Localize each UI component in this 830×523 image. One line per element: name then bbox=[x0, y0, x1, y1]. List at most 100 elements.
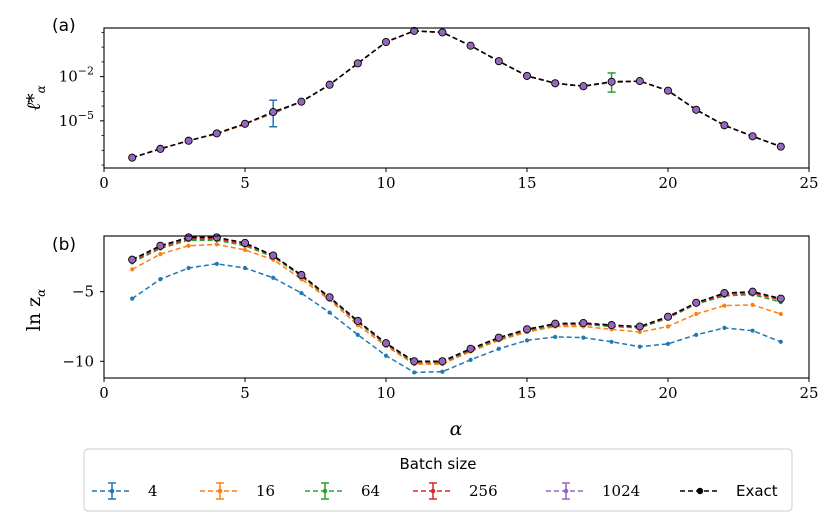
panel-b-xtick-label: 10 bbox=[376, 384, 395, 402]
legend-label: 64 bbox=[361, 482, 380, 500]
panel-a-ylabel-symbol: ℓ̄* bbox=[23, 93, 45, 111]
panel-b-point-exact bbox=[269, 251, 278, 260]
legend-label: 1024 bbox=[602, 482, 640, 500]
legend-frame bbox=[83, 448, 793, 512]
panel-b-point-exact bbox=[128, 255, 137, 264]
panel-b-plot: 0 5 10 15 20 25 −5 −10 bbox=[62, 233, 819, 402]
panel-b-point-16 bbox=[130, 267, 135, 272]
panel-a-point-exact bbox=[381, 37, 391, 47]
legend-label: 4 bbox=[148, 482, 158, 500]
panel-b-point-exact bbox=[410, 357, 419, 366]
panel-b-point-4 bbox=[637, 344, 642, 349]
panel-b-point-4 bbox=[468, 357, 473, 363]
panel-b-point-4 bbox=[496, 346, 501, 351]
panel-a-point-exact bbox=[325, 80, 334, 89]
panel-a-point-exact bbox=[663, 86, 673, 95]
panel-b-point-exact bbox=[692, 298, 701, 307]
panel-b-point-exact bbox=[776, 294, 785, 303]
panel-b-point-16 bbox=[637, 329, 642, 335]
panel-b-series-256 bbox=[131, 238, 781, 363]
panel-b-point-4 bbox=[158, 277, 163, 282]
panel-b-label: (b) bbox=[52, 235, 76, 255]
panel-b-point-4 bbox=[186, 265, 191, 271]
panel-b-series-4 bbox=[131, 263, 782, 374]
panel-a-point-exact bbox=[635, 77, 644, 86]
panel-a-point-exact bbox=[522, 71, 532, 80]
panel-b-point-16 bbox=[214, 242, 219, 247]
panel-a-point-exact bbox=[156, 144, 165, 153]
panel-a-xtick-label: 15 bbox=[517, 174, 536, 192]
panel-b-point-exact bbox=[607, 321, 616, 330]
panel-b-frame bbox=[103, 235, 810, 379]
panel-b-point-exact bbox=[663, 312, 673, 321]
panel-a-point-exact bbox=[184, 136, 193, 145]
legend-marker bbox=[696, 487, 704, 495]
panel-b-point-exact bbox=[579, 318, 588, 328]
legend-entry-16: 16 bbox=[200, 482, 275, 500]
panel-a-xtick-label: 0 bbox=[99, 174, 109, 192]
panel-b-point-exact bbox=[720, 289, 729, 298]
panel-a-series-256 bbox=[131, 30, 782, 159]
panel-b-xlabel: α bbox=[450, 418, 463, 440]
panel-b-point-exact bbox=[466, 344, 475, 353]
panel-a-series-exact bbox=[131, 30, 782, 159]
panel-b-point-exact bbox=[551, 319, 560, 328]
panel-b-point-4 bbox=[214, 261, 219, 266]
panel-b-ytick-label: −10 bbox=[62, 352, 94, 370]
panel-b-point-4 bbox=[694, 332, 699, 337]
panel-a-plot: 0 5 10 15 20 25 10−2 10−5 bbox=[59, 26, 819, 192]
panel-a-xtick-label: 10 bbox=[376, 174, 395, 192]
panel-a-point-exact bbox=[494, 57, 503, 66]
panel-a-point-exact bbox=[438, 28, 447, 37]
panel-b-point-4 bbox=[778, 339, 783, 344]
panel-a-label: (a) bbox=[52, 16, 76, 36]
panel-b-ylabel-symbol: ln z bbox=[23, 297, 45, 331]
panel-a-frame bbox=[103, 27, 810, 169]
panel-b-xtick-label: 0 bbox=[99, 384, 109, 402]
panel-b-point-16 bbox=[242, 247, 248, 253]
panel-a-point-exact bbox=[776, 142, 785, 151]
legend-label: 16 bbox=[256, 482, 275, 500]
panel-b-point-16 bbox=[158, 251, 163, 257]
legend-entry-exact: Exact bbox=[680, 482, 778, 500]
panel-b-point-4 bbox=[327, 310, 332, 315]
panel-a-series-64 bbox=[131, 30, 782, 159]
panel-b-point-exact bbox=[381, 339, 391, 348]
panel-a-point-exact bbox=[692, 105, 701, 114]
panel-b-point-4 bbox=[665, 341, 671, 346]
panel-a-xtick-label: 20 bbox=[658, 174, 677, 192]
legend-entry-1024: 1024 bbox=[546, 482, 640, 500]
panel-b-point-exact bbox=[635, 322, 644, 331]
svg-text:ln zα: ln zα bbox=[23, 289, 48, 331]
panel-a-xtick-label: 5 bbox=[240, 174, 250, 192]
panel-b-point-16 bbox=[665, 324, 671, 329]
legend-entry-64: 64 bbox=[305, 482, 380, 500]
panel-b-point-16 bbox=[778, 311, 783, 317]
legend-entry-256: 256 bbox=[413, 482, 498, 500]
panel-b-point-4 bbox=[355, 332, 360, 337]
panel-b-point-exact bbox=[438, 357, 447, 366]
panel-b-point-exact bbox=[494, 333, 503, 342]
legend: Batch size 4 16 64 256 1024 Exact bbox=[83, 448, 793, 512]
panel-b-point-exact bbox=[522, 325, 532, 334]
panel-b-point-16 bbox=[186, 243, 191, 248]
panel-b-series-1024 bbox=[131, 236, 781, 363]
panel-b-point-16 bbox=[750, 302, 755, 308]
panel-a-point-exact bbox=[297, 97, 306, 106]
panel-b-point-exact bbox=[212, 233, 221, 242]
legend-title: Batch size bbox=[400, 455, 477, 473]
panel-a-point-exact bbox=[466, 41, 475, 50]
panel-a-series-1024 bbox=[131, 30, 782, 159]
panel-a-ylabel: ℓ̄*α bbox=[23, 85, 48, 111]
panel-b-point-4 bbox=[722, 325, 727, 330]
panel-a-point-exact bbox=[212, 129, 221, 138]
panel-b-ylabel: ln zα bbox=[23, 289, 48, 331]
panel-a-point-exact bbox=[410, 26, 419, 35]
panel-a-ylabel-sub: α bbox=[34, 85, 48, 93]
panel-b-ylabel-sub: α bbox=[34, 289, 48, 297]
panel-b-point-exact bbox=[156, 241, 165, 250]
panel-b-point-4 bbox=[383, 353, 389, 358]
panel-a-point-exact bbox=[607, 77, 616, 86]
panel-a-series-16 bbox=[131, 30, 782, 159]
panel-b-series-16 bbox=[131, 243, 782, 365]
